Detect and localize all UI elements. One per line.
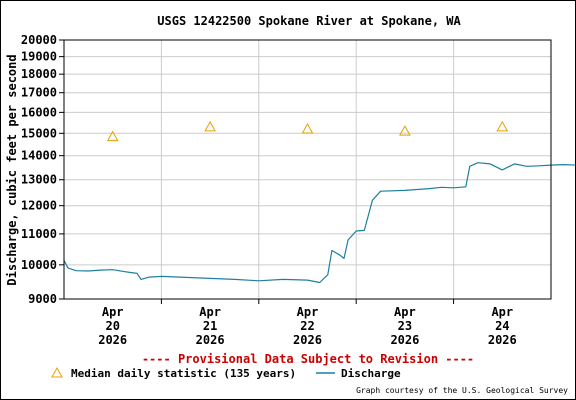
y-tick-label: 11000 (21, 227, 57, 241)
x-tick-label: 20 (105, 319, 119, 333)
y-tick-label: 20000 (21, 33, 57, 47)
y-tick-label: 15000 (21, 126, 57, 140)
y-tick-label: 10000 (21, 258, 57, 272)
x-tick-label: 21 (203, 319, 217, 333)
x-tick-label: Apr (394, 305, 416, 319)
y-tick-label: 17000 (21, 86, 57, 100)
y-axis-label: Discharge, cubic feet per second (5, 54, 19, 285)
x-tick-label: Apr (491, 305, 513, 319)
y-tick-label: 19000 (21, 50, 57, 64)
y-axis-ticks: 9000 10000 11000 12000 13000 14000 15000 16000 1… (21, 33, 64, 306)
provisional-notice: ---- Provisional Data Subject to Revisio… (142, 352, 474, 366)
x-tick-label: 2026 (488, 333, 517, 347)
chart-title: USGS 12422500 Spokane River at Spokane, … (157, 14, 461, 28)
x-tick-label: Apr (199, 305, 221, 319)
median-marker (106, 130, 119, 142)
plot-area (63, 39, 552, 300)
legend-discharge-label: Discharge (341, 367, 401, 380)
discharge-series-line (63, 162, 575, 284)
y-tick-label: 13000 (21, 173, 57, 187)
x-tick-label: Apr (102, 305, 124, 319)
x-tick-label: 2026 (98, 333, 127, 347)
y-tick-label: 16000 (21, 105, 57, 119)
median-marker (496, 120, 509, 132)
x-tick-label: 2026 (390, 333, 419, 347)
y-tick-label: 12000 (21, 199, 57, 213)
x-tick-label: 22 (300, 319, 314, 333)
credit-text: Graph courtesy of the U.S. Geological Su… (356, 386, 568, 395)
x-tick-label: 2026 (196, 333, 225, 347)
x-tick-label: 24 (495, 319, 509, 333)
y-tick-label: 14000 (21, 149, 57, 163)
median-marker (399, 125, 411, 136)
legend-median-label: Median daily statistic (135 years) (71, 367, 296, 380)
plot-border (63, 39, 552, 300)
y-tick-label: 9000 (28, 292, 57, 306)
series-layer (63, 120, 575, 284)
median-marker (301, 122, 314, 134)
x-tick-label: Apr (297, 305, 319, 319)
median-marker (204, 120, 216, 132)
x-tick-label: 23 (398, 319, 412, 333)
y-tick-label: 18000 (21, 67, 57, 81)
legend-median-triangle-icon (51, 366, 63, 378)
x-axis-ticks: Apr202026Apr212026Apr222026Apr232026Apr2… (98, 299, 517, 347)
x-tick-label: 2026 (293, 333, 322, 347)
